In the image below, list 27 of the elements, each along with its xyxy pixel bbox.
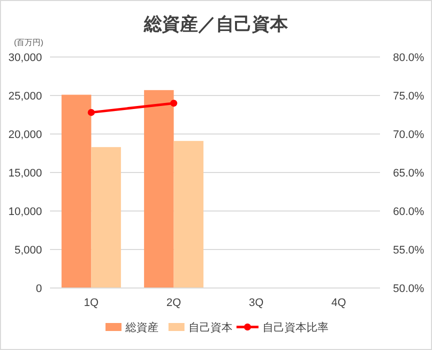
x-tick-label: 3Q xyxy=(248,297,264,309)
bar xyxy=(174,140,204,288)
legend-label: 自己資本比率 xyxy=(262,321,328,334)
y2-tick-label: 75.0% xyxy=(393,90,424,102)
y-tick-label: 20,000 xyxy=(8,129,42,141)
y-tick-label: 0 xyxy=(36,283,42,295)
y2-tick-label: 55.0% xyxy=(393,244,424,256)
x-tick-label: 4Q xyxy=(331,297,347,309)
bar xyxy=(62,94,92,288)
chart-title: 総資産／自己資本 xyxy=(143,14,289,34)
y2-tick-label: 50.0% xyxy=(393,283,424,295)
bar xyxy=(91,147,121,288)
text: (百万円) xyxy=(14,38,44,47)
y-tick-label: 30,000 xyxy=(8,52,42,64)
y2-tick-label: 60.0% xyxy=(393,206,424,218)
y-tick-label: 25,000 xyxy=(8,90,42,102)
y2-tick-label: 70.0% xyxy=(393,129,424,141)
legend-label: 自己資本 xyxy=(188,321,232,334)
x-tick-label: 2Q xyxy=(166,297,182,309)
x-tick-label: 1Q xyxy=(84,297,100,309)
y2-tick-label: 80.0% xyxy=(393,52,424,64)
y-tick-label: 5,000 xyxy=(14,244,42,256)
y-tick-label: 15,000 xyxy=(8,168,42,180)
bar xyxy=(144,90,174,288)
y-tick-label: 10,000 xyxy=(8,206,42,218)
legend-label: 総資産 xyxy=(124,321,158,334)
y2-tick-label: 65.0% xyxy=(393,168,424,180)
